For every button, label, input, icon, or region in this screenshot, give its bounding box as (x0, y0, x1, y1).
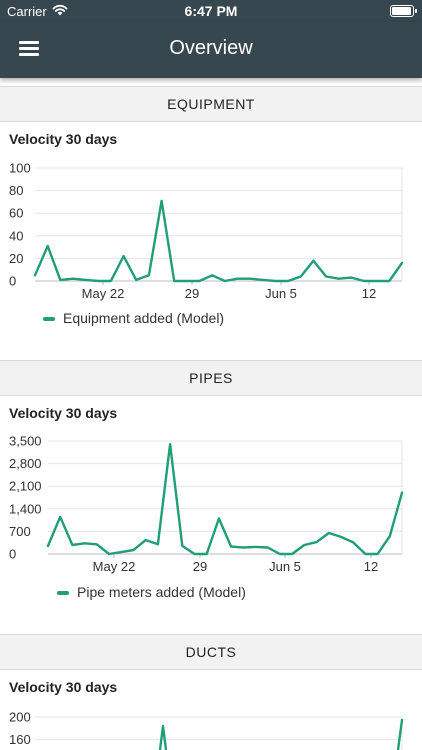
app-bar: Overview (0, 22, 422, 78)
hamburger-menu-icon[interactable] (19, 41, 39, 57)
y-tick-label: 1,400 (9, 501, 42, 516)
wifi-icon (52, 4, 68, 16)
legend-label-pipes: Pipe meters added (Model) (77, 584, 246, 600)
y-tick-label: 2,800 (9, 456, 42, 471)
page-title: Overview (169, 37, 253, 59)
y-tick-label: 0 (9, 547, 16, 562)
carrier-label: Carrier (7, 4, 47, 19)
y-tick-label: 100 (9, 161, 31, 176)
y-tick-label: 60 (9, 206, 23, 221)
series-line (33, 199, 404, 283)
y-tick-label: 80 (9, 183, 23, 198)
chart-title-ducts: Velocity 30 days (9, 679, 118, 695)
y-tick-label: 0 (9, 274, 16, 289)
legend-pipes[interactable]: Pipe meters added (Model) (57, 584, 246, 600)
clock-time: 6:47 PM (184, 3, 238, 19)
series-line (396, 718, 404, 750)
y-tick-label: 700 (9, 524, 31, 539)
x-tick-label: 12 (362, 286, 376, 301)
y-tick-label: 20 (9, 251, 23, 266)
x-tick-label: Jun 5 (269, 559, 301, 574)
legend-swatch-icon (57, 591, 69, 596)
x-tick-label: May 22 (93, 559, 136, 574)
dashboard-content[interactable]: EQUIPMENT Velocity 30 days 0 20 40 60 80 100 M… (0, 78, 422, 750)
chart-title-pipes: Velocity 30 days (9, 405, 118, 421)
x-tick-label: 29 (185, 286, 199, 301)
y-tick-label: 40 (9, 228, 23, 243)
y-tick-label: 2,100 (9, 479, 42, 494)
status-bar: Carrier 6:47 PM (0, 0, 422, 22)
series-line (46, 442, 404, 556)
pipes-velocity-chart: 0 700 1,400 2,100 2,800 3,500 May 22 29 Jun 5 12 (9, 434, 404, 574)
y-tick-label: 3,500 (9, 434, 42, 449)
y-tick-label: 200 (9, 710, 31, 725)
x-tick-label: 29 (193, 559, 207, 574)
equipment-velocity-chart: 0 20 40 60 80 100 May 22 29 Jun 5 12 (9, 161, 404, 301)
legend-swatch-icon (43, 317, 55, 322)
x-tick-label: May 22 (82, 286, 125, 301)
series-line (158, 724, 168, 750)
chart-title-equipment: Velocity 30 days (9, 131, 118, 147)
x-tick-label: 12 (364, 559, 378, 574)
y-tick-label: 160 (9, 732, 31, 747)
section-header-pipes: PIPES (0, 360, 422, 396)
x-tick-label: Jun 5 (265, 286, 297, 301)
section-header-ducts: DUCTS (0, 634, 422, 670)
legend-equipment[interactable]: Equipment added (Model) (43, 310, 224, 326)
section-header-equipment: EQUIPMENT (0, 86, 422, 122)
legend-label-equipment: Equipment added (Model) (63, 310, 225, 326)
battery-icon (390, 5, 417, 17)
